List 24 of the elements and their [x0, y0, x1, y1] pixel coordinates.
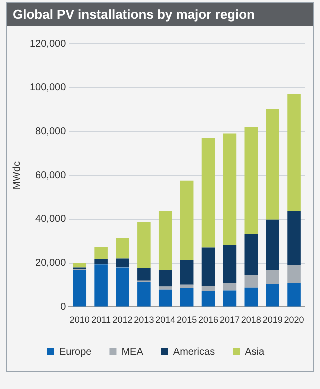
chart-title: Global PV installations by major region: [7, 3, 313, 26]
y-tick-label: 20,000: [36, 258, 67, 270]
x-tick-label: 2010: [70, 315, 90, 326]
y-axis-title: MWdc: [12, 161, 23, 190]
y-tick-label: 40,000: [36, 214, 67, 226]
legend-label: Europe: [59, 346, 92, 358]
x-tick-label: 2017: [220, 315, 240, 326]
x-tick-label: 2016: [198, 315, 219, 326]
y-tick-label: 80,000: [36, 126, 67, 138]
legend-label: Asia: [245, 346, 265, 358]
y-tick-label: 120,000: [30, 38, 67, 50]
y-tick-label: 60,000: [36, 170, 67, 182]
x-tick-label: 2011: [92, 315, 111, 326]
x-tick-label: 2015: [177, 315, 198, 326]
x-tick-label: 2013: [134, 315, 154, 326]
x-tick-label: 2019: [262, 315, 283, 326]
legend-label: MEA: [122, 346, 144, 358]
x-tick-label: 2020: [284, 315, 304, 326]
y-tick-label: 0: [60, 302, 67, 313]
x-tick-label: 2018: [241, 315, 262, 326]
legend-label: Americas: [173, 346, 216, 358]
x-tick-label: 2012: [112, 315, 133, 326]
y-tick-label: 100,000: [30, 82, 67, 94]
x-tick-label: 2014: [156, 315, 176, 326]
